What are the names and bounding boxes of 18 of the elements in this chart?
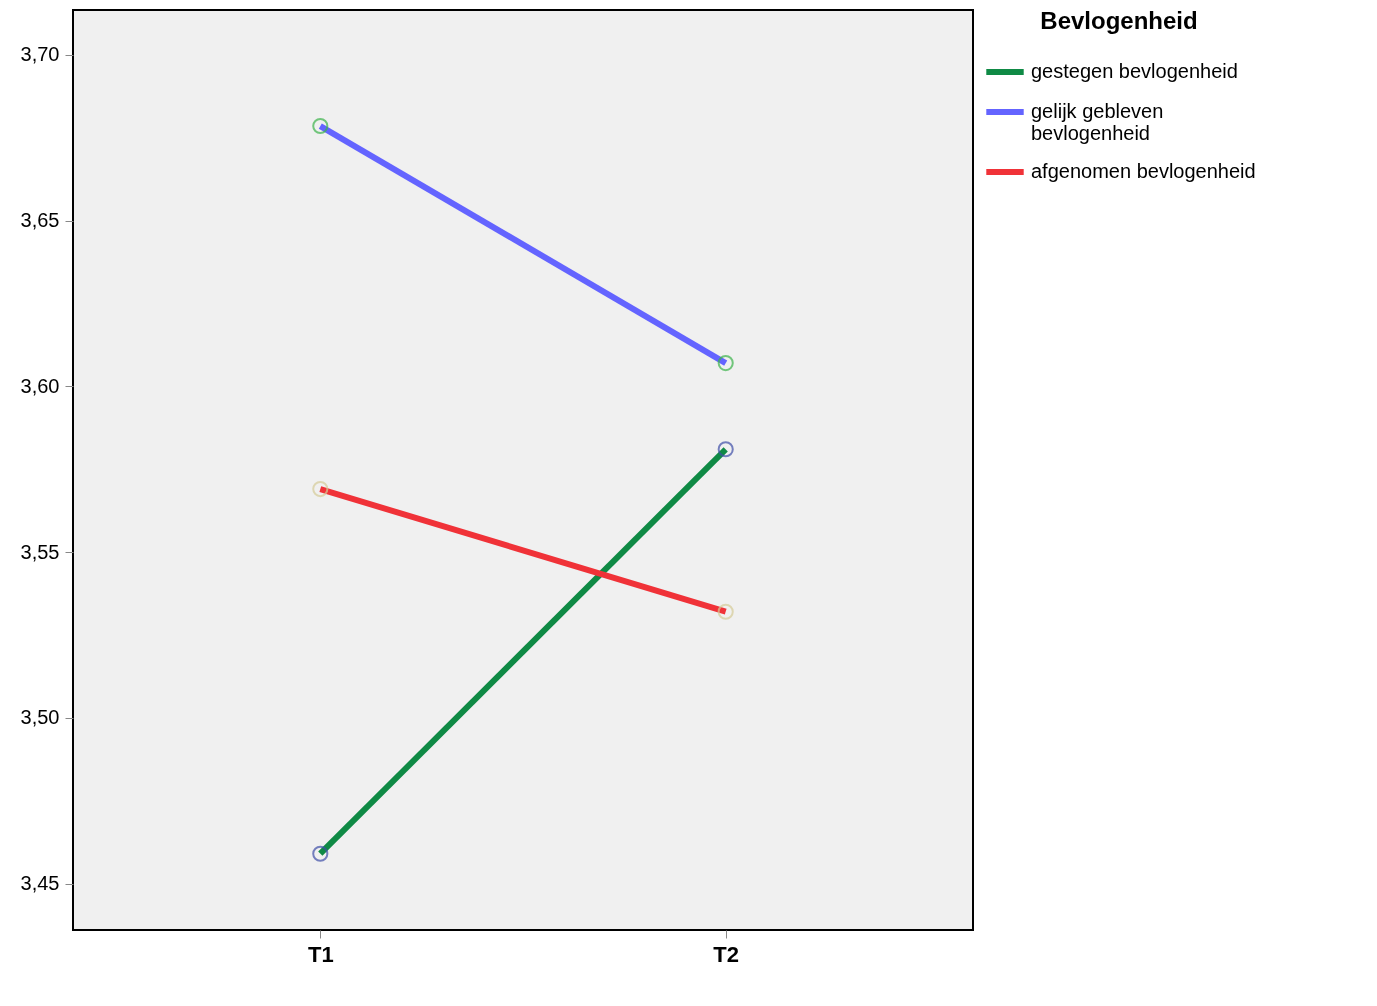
- y-tick-label: 3,70: [20, 43, 60, 66]
- y-tick-label: 3,50: [20, 706, 60, 729]
- point: [717, 441, 734, 458]
- x-tick-label: T2: [713, 941, 740, 967]
- y-tick-label: 3,65: [20, 209, 60, 232]
- legend-label: gestegen bevlogenheid: [1031, 60, 1238, 82]
- legend-label: afgenomen bevlogenheid: [1031, 160, 1256, 182]
- legend-label: gelijk gebleven bevlogenheid: [1031, 100, 1164, 144]
- y-tick-label: 3,45: [20, 872, 60, 895]
- y-tick-label: 3,55: [20, 540, 60, 563]
- legend-title: Bevlogenheid: [1040, 7, 1198, 34]
- x-tick-label: T1: [307, 941, 334, 967]
- point: [312, 481, 329, 498]
- point: [312, 845, 329, 862]
- point: [717, 355, 734, 372]
- point: [717, 603, 734, 620]
- point: [312, 117, 329, 135]
- y-tick-label: 3,60: [20, 374, 60, 397]
